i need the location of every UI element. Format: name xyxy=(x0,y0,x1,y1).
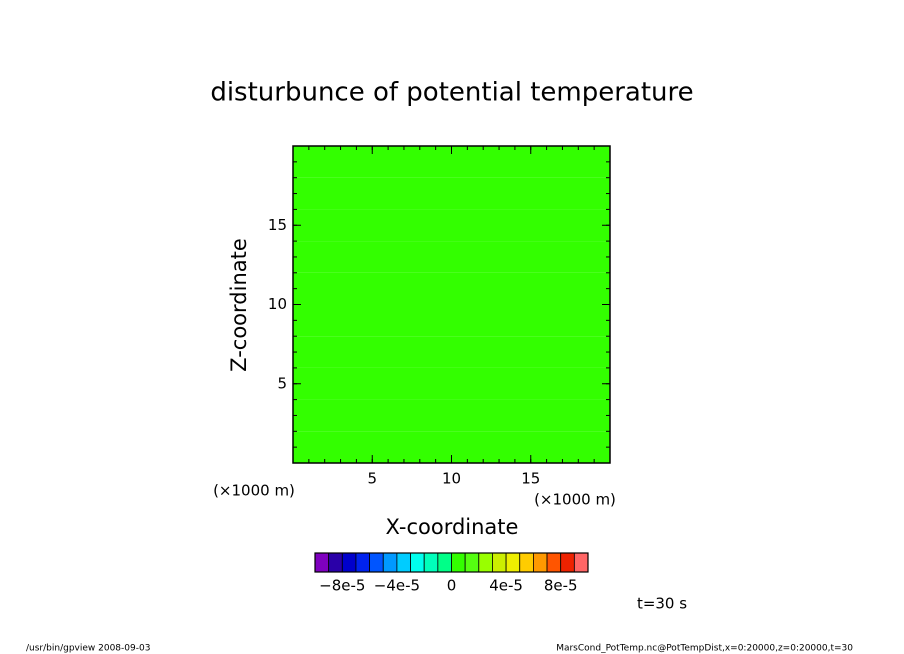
chart-title: disturbunce of potential temperature xyxy=(210,78,693,108)
shade-band xyxy=(293,209,610,242)
y-unit: (×1000 m) xyxy=(213,482,295,500)
shade-band xyxy=(293,399,610,432)
time-label: t=30 s xyxy=(637,595,687,613)
y-tick-label: 5 xyxy=(277,374,287,392)
shade-band xyxy=(293,272,610,305)
x-axis-label: X-coordinate xyxy=(386,515,519,539)
source-label: MarsCond_PotTemp.nc@PotTempDist,x=0:2000… xyxy=(556,644,853,654)
colorbar-box xyxy=(314,552,330,573)
colorbar-box xyxy=(382,552,398,573)
y-axis-label: Z-coordinate xyxy=(227,238,251,372)
colorbar-box xyxy=(396,552,411,573)
colorbar-box xyxy=(492,552,507,573)
colorbar-tick-label: 8e-5 xyxy=(544,577,578,595)
shade-band xyxy=(293,241,610,273)
colorbar-box xyxy=(437,552,452,573)
colorbar-frame xyxy=(314,552,589,573)
colorbar-tick-label: −4e-5 xyxy=(374,577,420,595)
colorbar-tick-label: 0 xyxy=(447,577,457,595)
colorbar-box xyxy=(355,552,371,573)
colorbar-box xyxy=(464,552,480,573)
colorbar-box xyxy=(451,552,466,573)
x-tick-label: 15 xyxy=(521,470,540,488)
colorbar-box xyxy=(369,552,384,573)
colorbar-box xyxy=(573,552,589,573)
colorbar-box xyxy=(423,552,439,573)
colorbar-box xyxy=(560,552,575,573)
y-tick-label: 10 xyxy=(268,295,287,313)
colorbar-box xyxy=(505,552,521,573)
y-tick-label: 15 xyxy=(268,216,287,234)
colorbar-box xyxy=(328,552,343,573)
colorbar-box xyxy=(533,552,548,573)
colorbar-tick-label: 4e-5 xyxy=(489,577,523,595)
shade-band xyxy=(293,336,610,368)
shade-band xyxy=(293,304,610,337)
colorbar-tick-label: −8e-5 xyxy=(319,577,365,595)
colorbar-box xyxy=(341,552,357,573)
colorbar-box xyxy=(546,552,562,573)
shade-band xyxy=(293,177,610,210)
colorbar-box xyxy=(410,552,425,573)
x-tick-label: 5 xyxy=(367,470,377,488)
colorbar-box xyxy=(519,552,534,573)
shade-band xyxy=(293,367,610,400)
x-unit: (×1000 m) xyxy=(534,491,616,509)
colorbar-box xyxy=(478,552,493,573)
program-label: /usr/bin/gpview 2008-09-03 xyxy=(26,644,150,654)
x-tick-label: 10 xyxy=(442,470,461,488)
